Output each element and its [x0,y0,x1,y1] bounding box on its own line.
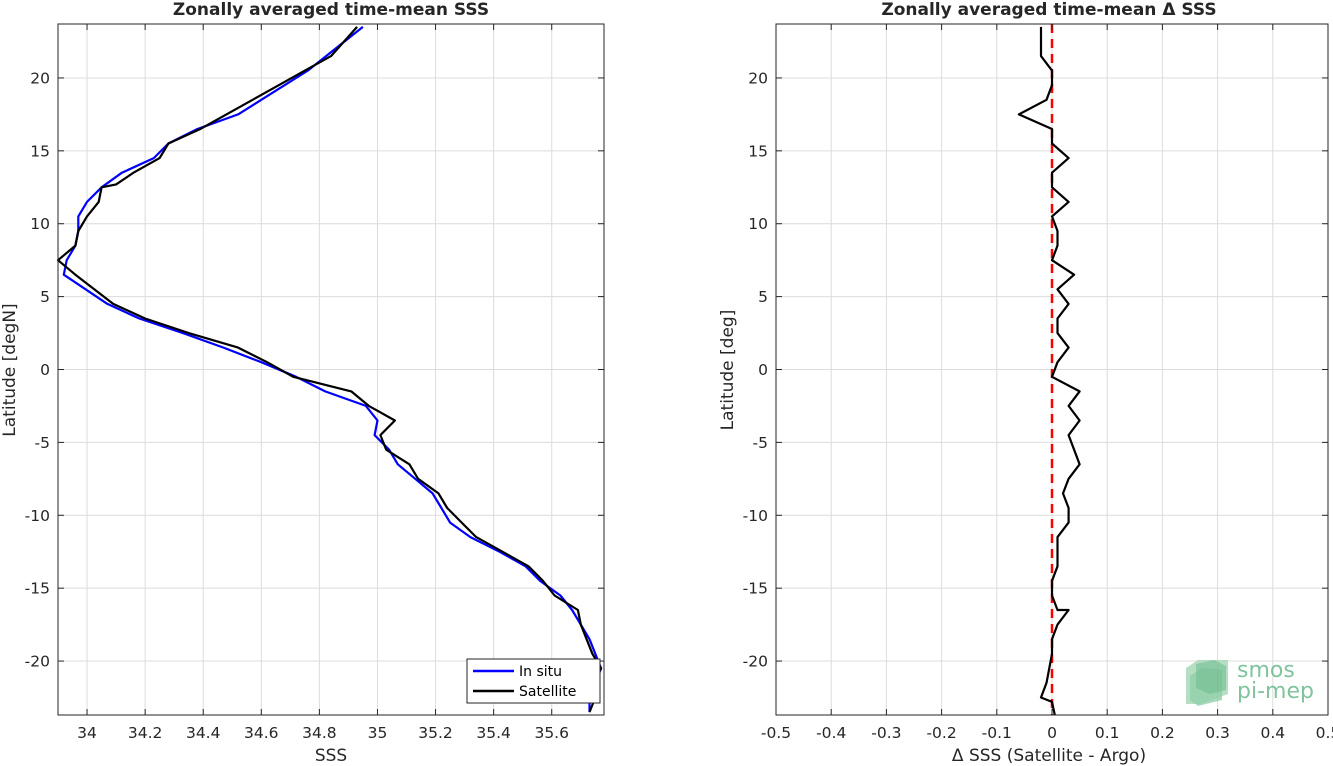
y-tick-label: -5 [753,434,768,452]
x-tick-label: 0.3 [1205,724,1230,742]
y-tick-label: -10 [25,507,50,525]
y-tick-label: -20 [743,653,768,671]
logo-text-pi-mep: pi-mep [1237,679,1314,704]
x-tick-label: 35.2 [418,724,453,742]
y-axis-label: Latitude [degN] [0,303,20,436]
delta-sss-panel: -0.5 -0.4 -0.3 -0.2 -0.1 0 0.1 0.2 0.3 0.4 0.5 -20 -… [718,0,1333,766]
x-tick-label: -0.1 [982,724,1012,742]
x-tick-label: -0.2 [926,724,956,742]
y-tick-label: 0 [40,361,50,379]
y-tick-label: -10 [743,507,768,525]
y-tick-label: -20 [25,653,50,671]
x-tick-label: 34.6 [244,724,279,742]
series-lines [1017,24,1081,716]
chart-title: Zonally averaged time-mean SSS [173,0,489,20]
x-tick-label: 34.2 [128,724,163,742]
x-tick-label: -0.4 [816,724,846,742]
y-tick-label: 15 [30,142,50,160]
x-tick-label: 0 [1047,724,1057,742]
x-tick-label: 34.8 [302,724,337,742]
ticks: -0.5 -0.4 -0.3 -0.2 -0.1 0 0.1 0.2 0.3 0.4 0.5 -20 -… [743,24,1333,742]
x-tick-label: -0.5 [761,724,791,742]
x-tick-label: 0.5 [1316,724,1333,742]
chart-title: Zonally averaged time-mean Δ SSS [881,0,1216,20]
smos-pi-mep-logo: smos pi-mep [1186,658,1314,706]
y-tick-label: 20 [748,69,768,87]
y-tick-label: 20 [30,69,50,87]
series-lines [56,26,603,713]
x-tick-label: 35.4 [476,724,511,742]
y-tick-label: 5 [758,288,768,306]
series-line-satellite [56,26,603,713]
series-line-delta [1017,26,1081,716]
y-tick-label: -15 [25,580,50,598]
legend-box [466,658,601,704]
y-tick-label: 5 [40,288,50,306]
x-tick-label: 0.2 [1150,724,1175,742]
y-tick-label: 15 [748,142,768,160]
x-tick-label: -0.3 [871,724,901,742]
legend-label-satellite: Satellite [519,684,576,700]
ticks: 34 34.2 34.4 34.6 34.8 35 35.2 35.4 35.6 -20 -15 -1… [25,24,604,742]
x-tick-label: 34.4 [186,724,221,742]
logo-text-smos: smos [1237,658,1295,683]
x-tick-label: 0.4 [1260,724,1285,742]
x-tick-label: 35 [368,724,388,742]
y-tick-label: 10 [748,215,768,233]
series-line-in-situ [62,26,603,713]
sss-profile-panel: 34 34.2 34.4 34.6 34.8 35 35.2 35.4 35.6 -20 -15 -1… [0,0,605,766]
legend: In situ Satellite [466,658,601,704]
x-axis-label: Δ SSS (Satellite - Argo) [952,746,1146,766]
y-tick-label: 10 [30,215,50,233]
x-tick-label: 0.1 [1095,724,1120,742]
x-tick-label: 35.6 [534,724,569,742]
y-tick-label: 0 [758,361,768,379]
x-axis-label: SSS [315,746,347,766]
y-axis-label: Latitude [deg] [718,310,738,431]
x-tick-label: 34 [77,724,97,742]
y-tick-label: -5 [35,434,50,452]
y-tick-label: -15 [743,580,768,598]
legend-label-in-situ: In situ [519,664,562,680]
